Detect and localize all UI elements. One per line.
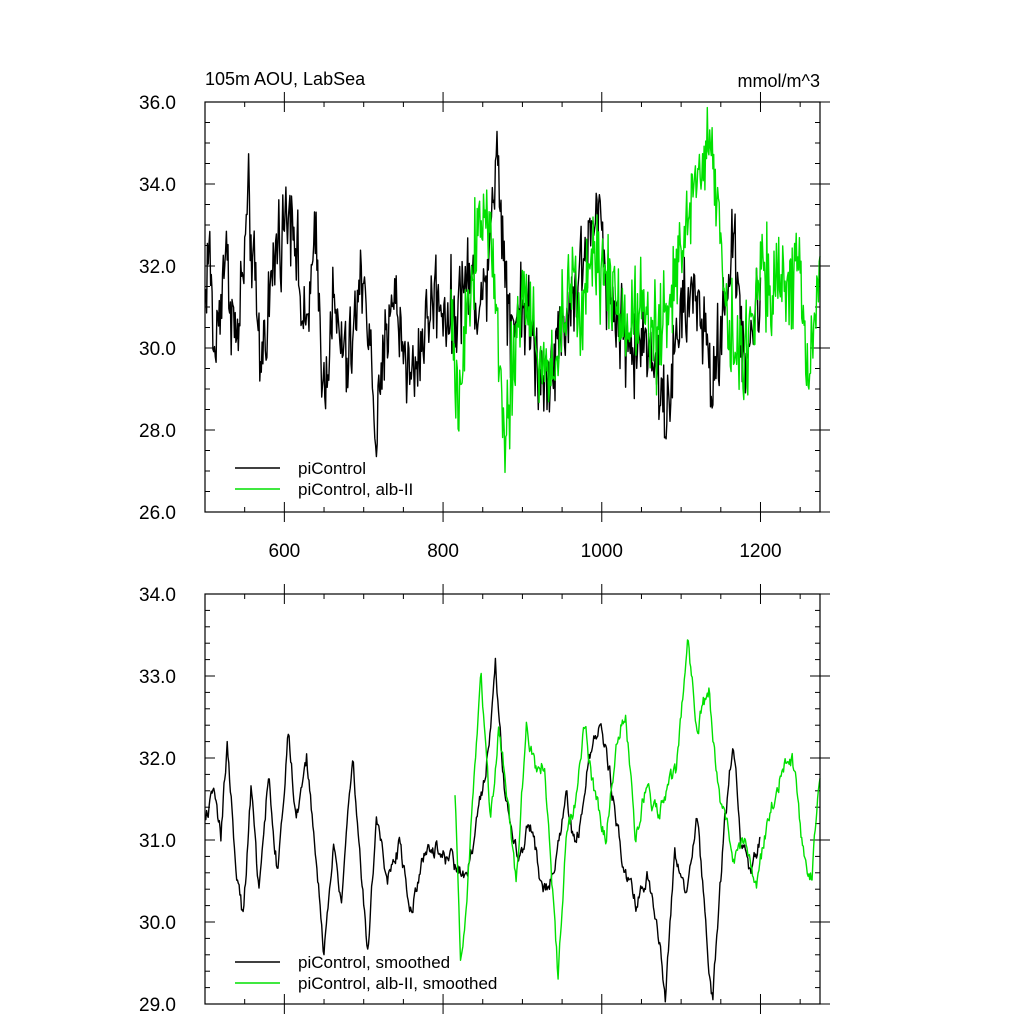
axis-ticks: 600 800 1000 1200 26.0 28.0 30.0 32.0 34.0 36.0 [139,92,830,562]
series-line-picontrol [204,130,762,458]
panel-smoothed: 29.0 30.0 31.0 32.0 33.0 34.0 piControl, smoo… [139,584,830,1016]
y-tick-label: 33.0 [139,667,176,688]
y-tick-label: 32.0 [139,257,176,278]
series-line-picontrol-smoothed [204,657,761,1003]
panel-title-left: 105m AOU, LabSea [205,69,366,89]
series-lines [204,106,821,474]
legend-label-picontrol-smoothed: piControl, smoothed [298,953,450,972]
series-line-picontrol-alb-ii [450,106,821,474]
panel-units-label: mmol/m^3 [738,71,820,91]
plot-frame [204,593,821,1005]
y-tick-label: 34.0 [139,175,176,196]
y-tick-label: 28.0 [139,421,176,442]
x-tick-label: 1200 [739,541,781,562]
series-lines [204,639,821,1003]
y-tick-label: 29.0 [139,995,176,1016]
legend: piControl, smoothed piControl, alb-II, s… [235,953,497,993]
y-tick-label: 31.0 [139,831,176,852]
legend: piControl piControl, alb-II [235,459,413,499]
y-tick-label: 36.0 [139,93,176,114]
legend-label-alb-ii-smoothed: piControl, alb-II, smoothed [298,974,497,993]
y-tick-label: 30.0 [139,339,176,360]
y-tick-label: 26.0 [139,503,176,524]
legend-label-alb-ii: piControl, alb-II [298,480,413,499]
legend-label-picontrol: piControl [298,459,366,478]
x-tick-label: 1000 [581,541,623,562]
y-tick-label: 30.0 [139,913,176,934]
x-tick-label: 600 [269,541,301,562]
plot-frame [204,101,821,513]
series-line-picontrol-alb-ii-smoothed [454,639,821,980]
y-tick-label: 34.0 [139,585,176,606]
x-tick-label: 800 [427,541,459,562]
panel-raw: 105m AOU, LabSea mmol/m^3 600 800 1000 1200… [139,69,830,562]
y-tick-label: 32.0 [139,749,176,770]
axis-ticks: 29.0 30.0 31.0 32.0 33.0 34.0 [139,584,830,1016]
